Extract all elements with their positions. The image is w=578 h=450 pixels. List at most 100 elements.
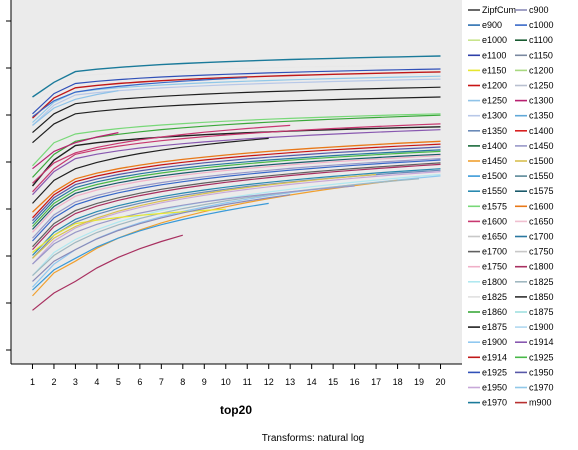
legend-label: e1000 bbox=[482, 35, 507, 45]
legend-label: e1925 bbox=[482, 367, 507, 377]
series-line-partial bbox=[32, 124, 291, 184]
legend-label: e1450 bbox=[482, 156, 507, 166]
legend-label: c1150 bbox=[529, 50, 553, 60]
legend-label: c1650 bbox=[529, 216, 554, 226]
x-tick-label: 10 bbox=[221, 377, 231, 387]
x-axis-label: top20 bbox=[220, 403, 252, 417]
legend-label: c1900 bbox=[529, 322, 554, 332]
legend-label: c1950 bbox=[529, 367, 554, 377]
x-tick-label: 20 bbox=[436, 377, 446, 387]
legend-label: e1300 bbox=[482, 111, 507, 121]
series-line bbox=[32, 64, 441, 106]
series-line bbox=[31, 126, 441, 187]
x-tick-label: 12 bbox=[264, 377, 274, 387]
series-lines bbox=[31, 55, 441, 311]
legend-label: c1550 bbox=[529, 171, 554, 181]
legend-label: c1450 bbox=[529, 141, 554, 151]
legend-label: c1100 bbox=[529, 35, 553, 45]
series-line bbox=[32, 86, 441, 134]
series-line bbox=[32, 146, 441, 222]
legend: ZipfCum e900 e1000 e1100 e1150 e1200 e1250 e130… bbox=[468, 5, 554, 408]
x-tick-label: 4 bbox=[94, 377, 99, 387]
x-tick-label: 18 bbox=[393, 377, 403, 387]
series-line-partial bbox=[32, 173, 377, 259]
series-line bbox=[32, 149, 441, 225]
series-line bbox=[32, 173, 441, 277]
series-line bbox=[32, 171, 441, 265]
legend-label: c1925 bbox=[529, 352, 554, 362]
x-tick-label: 17 bbox=[371, 377, 381, 387]
y-ticks bbox=[6, 20, 11, 351]
legend-label: c1750 bbox=[529, 247, 554, 257]
series-line bbox=[32, 168, 441, 256]
series-line bbox=[32, 162, 441, 248]
footnote-caption: Transforms: natural log bbox=[262, 433, 364, 444]
x-tick-label: 7 bbox=[159, 377, 164, 387]
x-tick-label: 9 bbox=[202, 377, 207, 387]
legend-label: m900 bbox=[529, 398, 552, 408]
series-line-partial bbox=[32, 185, 355, 265]
series-line-partial bbox=[32, 194, 291, 282]
legend-label: c1850 bbox=[529, 292, 554, 302]
legend-label: e1250 bbox=[482, 96, 507, 106]
legend-label: c1250 bbox=[529, 81, 554, 91]
series-line-partial bbox=[32, 77, 248, 118]
legend-label: c1875 bbox=[529, 307, 554, 317]
legend-label: c1970 bbox=[529, 383, 554, 393]
x-tick-label: 14 bbox=[307, 377, 317, 387]
legend-label: e1800 bbox=[482, 277, 507, 287]
series-line bbox=[32, 140, 441, 213]
legend-label: e1750 bbox=[482, 262, 507, 272]
legend-label: e1150 bbox=[482, 65, 506, 75]
x-ticks: 1 2 3 4 5 6 7 8 9 10 11 12 13 14 15 16 17 18 19 20 bbox=[30, 364, 446, 387]
legend-label: e1100 bbox=[482, 50, 506, 60]
legend-label: e1950 bbox=[482, 383, 507, 393]
legend-label: e1600 bbox=[482, 216, 507, 226]
series-line-partial bbox=[32, 137, 269, 204]
legend-label: e1900 bbox=[482, 337, 507, 347]
legend-label: c1500 bbox=[529, 156, 554, 166]
legend-label: e1350 bbox=[482, 126, 507, 136]
legend-label: c1000 bbox=[529, 20, 554, 30]
series-line-partial bbox=[32, 202, 269, 291]
series-line-partial bbox=[32, 178, 420, 277]
series-line-partial bbox=[32, 132, 119, 170]
series-line bbox=[32, 150, 441, 227]
x-tick-label: 13 bbox=[285, 377, 295, 387]
x-tick-label: 19 bbox=[414, 377, 424, 387]
series-line bbox=[32, 159, 441, 242]
legend-label: c1200 bbox=[529, 65, 554, 75]
legend-label: ZipfCum bbox=[482, 5, 516, 15]
legend-label: e1575 bbox=[482, 201, 507, 211]
legend-label: e1700 bbox=[482, 247, 507, 257]
legend-label: e1970 bbox=[482, 398, 507, 408]
series-line bbox=[32, 123, 441, 193]
legend-label: e1400 bbox=[482, 141, 507, 151]
series-line bbox=[32, 163, 441, 251]
series-line bbox=[32, 68, 441, 115]
legend-label: c1914 bbox=[529, 337, 554, 347]
series-line bbox=[32, 75, 441, 123]
x-tick-label: 2 bbox=[51, 377, 56, 387]
legend-label: e1650 bbox=[482, 232, 507, 242]
series-line bbox=[32, 155, 441, 233]
legend-label: c1700 bbox=[529, 232, 554, 242]
legend-label: e1550 bbox=[482, 186, 507, 196]
legend-label: e1200 bbox=[482, 81, 507, 91]
series-line bbox=[32, 143, 441, 219]
legend-label: e1825 bbox=[482, 292, 507, 302]
legend-label: c1600 bbox=[529, 201, 554, 211]
plot-background bbox=[11, 0, 462, 364]
x-tick-label: 1 bbox=[30, 377, 35, 387]
legend-label: e900 bbox=[482, 20, 502, 30]
legend-label: e1875 bbox=[482, 322, 507, 332]
legend-label: c1575 bbox=[529, 186, 554, 196]
x-tick-label: 16 bbox=[350, 377, 360, 387]
legend-label: c1350 bbox=[529, 111, 554, 121]
series-line bbox=[32, 71, 441, 119]
legend-label: c1300 bbox=[529, 96, 554, 106]
series-line bbox=[32, 78, 441, 126]
series-line bbox=[32, 113, 441, 167]
series-line-partial bbox=[32, 234, 183, 311]
